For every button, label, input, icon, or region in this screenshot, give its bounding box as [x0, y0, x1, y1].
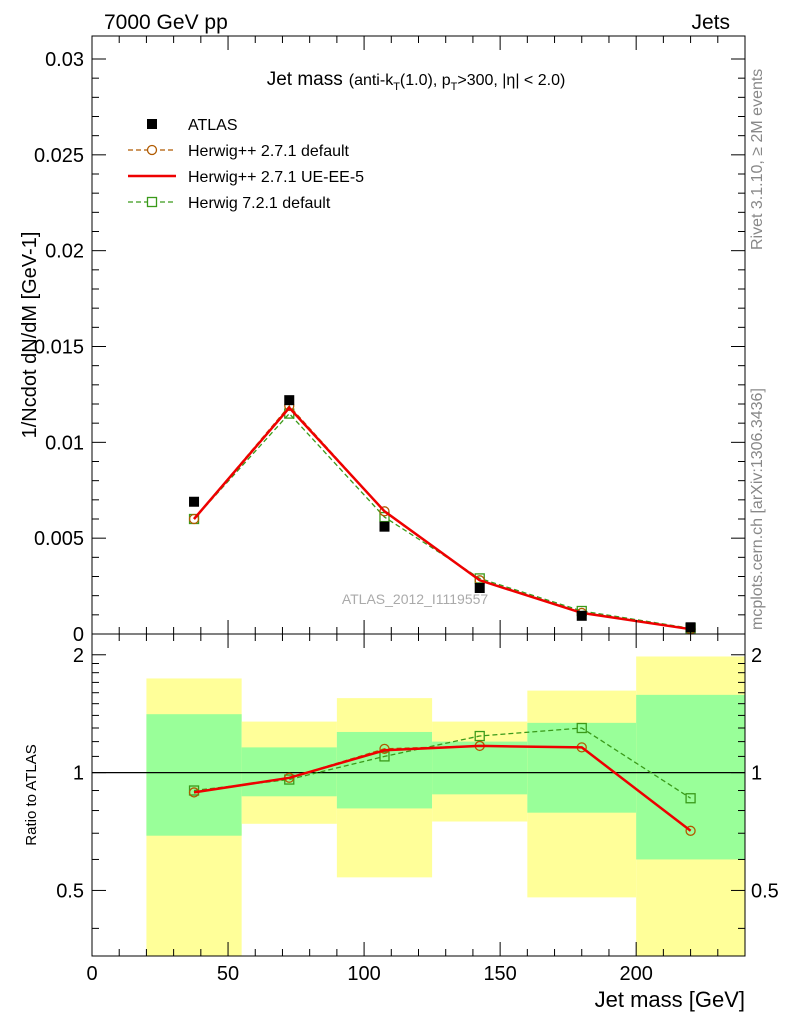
- ratio-panel: 0.5 0.5 1 1 2 2 0 50 100 150 200 Ratio to ATLAS Je…: [23, 633, 779, 1012]
- main-y-label: 1/Ncdot dN/dM [GeV-1]: [19, 232, 41, 439]
- legend-marker-circle: [146, 144, 158, 156]
- ratio-marker-herwigpp-default: [685, 825, 696, 836]
- ratio-ytick-label-right: 2: [751, 645, 762, 667]
- ratio-ytick-label-right: 1: [751, 763, 762, 785]
- ratio-band-inner: [432, 741, 528, 795]
- header-right: Jets: [691, 11, 730, 34]
- legend-label: Herwig 7.2.1 default: [188, 195, 331, 212]
- main-point-atlas: [576, 610, 587, 621]
- legend-marker-atlas: [147, 119, 157, 129]
- ratio-band-inner: [636, 694, 745, 860]
- ratio-ytick-label: 2: [73, 645, 84, 667]
- ratio-marker-herwig7-default: [379, 751, 390, 762]
- main-marker-herwigpp-default: [379, 506, 390, 517]
- main-ytick-label: 0.015: [34, 337, 84, 359]
- chart-title-main: Jet mass: [267, 69, 343, 90]
- ratio-xtick-label: 0: [86, 963, 97, 985]
- main-ytick-label: 0.03: [45, 49, 84, 71]
- legend-marker-square: [146, 196, 158, 208]
- legend-label: Herwig++ 2.7.1 UE-EE-5: [188, 169, 364, 186]
- legend: ATLAS Herwig++ 2.7.1 default Herwig++ 2.7.…: [128, 117, 364, 212]
- legend-label: ATLAS: [188, 117, 238, 134]
- ratio-marker-herwig7-default: [474, 730, 485, 742]
- header-left: 7000 GeV pp: [104, 11, 228, 34]
- x-axis-label: Jet mass [GeV]: [595, 987, 745, 1012]
- ratio-y-label: Ratio to ATLAS: [23, 744, 40, 845]
- ratio-ytick-label: 0.5: [56, 880, 84, 902]
- rivet-label: Rivet 3.1.10, ≥ 2M events: [749, 69, 766, 250]
- main-line-herwig-2-7-1-ue-ee-5: [193, 405, 691, 631]
- main-ytick-label: 0.02: [45, 241, 84, 263]
- ratio-marker-herwig7-default: [576, 722, 587, 734]
- main-point-atlas: [189, 496, 200, 507]
- main-line-herwig-7-2-1-default: [193, 412, 691, 629]
- ratio-ytick-label: 1: [73, 763, 84, 785]
- legend-label: Herwig++ 2.7.1 default: [188, 143, 350, 160]
- main-point-atlas: [284, 395, 295, 406]
- main-marker-herwigpp-default: [188, 513, 200, 525]
- ratio-ytick-label-right: 0.5: [751, 880, 779, 902]
- main-ytick-label: 0.01: [45, 432, 84, 454]
- ratio-line-herwig-2-7-1-ue-ee-5: [193, 744, 692, 832]
- ratio-band-inner: [336, 731, 433, 809]
- ratio-band-inner: [527, 722, 637, 813]
- analysis-watermark: ATLAS_2012_I1119557: [342, 591, 489, 607]
- chart-title: Jet mass (anti-kT(1.0), pT>300, |η| < 2.0…: [267, 69, 566, 93]
- ratio-line-herwig-7-2-1-default: [193, 727, 691, 799]
- main-panel: ATLAS_2012_I1119557 0 0.005 0.01 0.015 0.02 0…: [19, 35, 746, 646]
- main-ytick-label: 0.005: [34, 528, 84, 550]
- ratio-xtick-label: 100: [347, 963, 380, 985]
- ratio-xtick-label: 50: [217, 963, 239, 985]
- ratio-band-inner: [146, 714, 242, 836]
- chart-subtitle: (anti-kT(1.0), pT>300, |η| < 2.0): [349, 72, 566, 93]
- main-point-atlas: [379, 521, 390, 532]
- main-ytick-label: 0: [73, 624, 84, 646]
- main-point-atlas: [474, 583, 485, 593]
- ratio-frame: [91, 633, 746, 957]
- main-ytick-label: 0.025: [34, 145, 84, 167]
- mcplots-label: mcplots.cern.ch [arXiv:1306.3436]: [749, 388, 766, 630]
- ratio-xtick-label: 200: [619, 963, 652, 985]
- ratio-marker-herwig7-default: [685, 793, 696, 804]
- ratio-xtick-label: 150: [483, 963, 516, 985]
